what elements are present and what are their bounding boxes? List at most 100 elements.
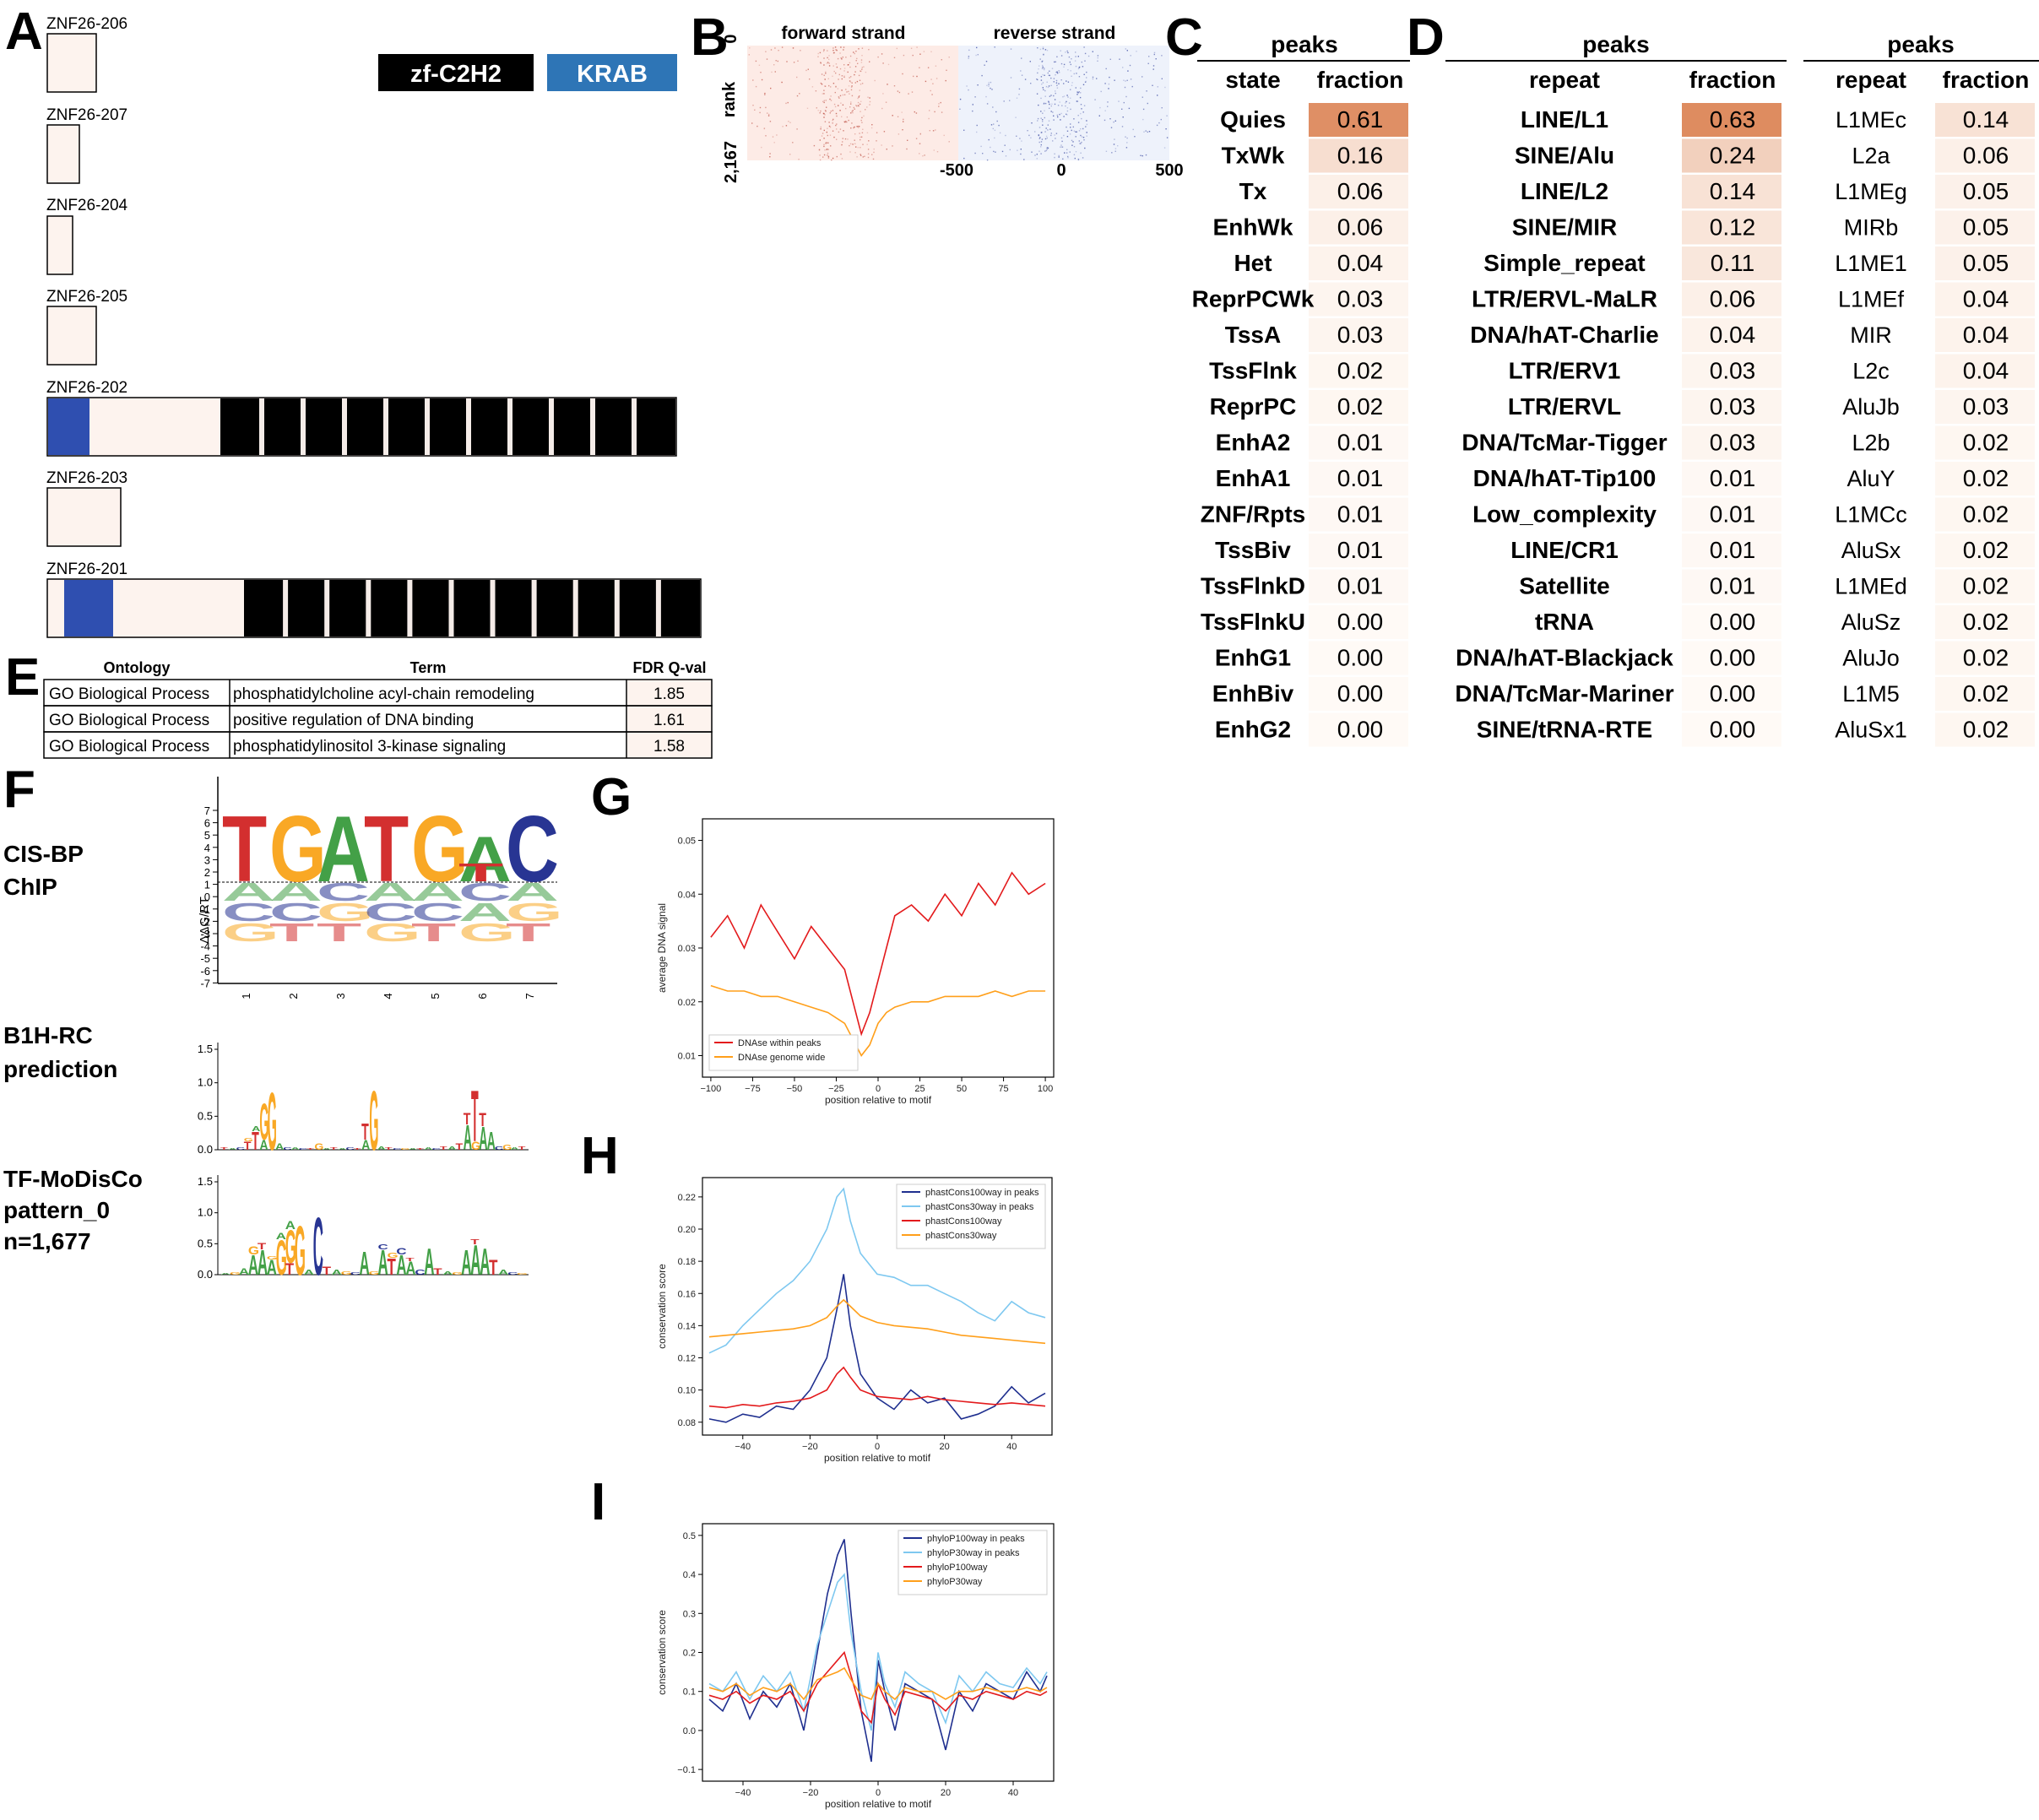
b1h-letter: T	[440, 1146, 447, 1151]
heatmap-dot	[842, 141, 843, 143]
heatmap-dot	[916, 46, 918, 48]
heatmap-dot	[860, 100, 862, 102]
heatmap-dot	[817, 52, 819, 55]
d-subfamily-row-value: 0.05	[1963, 214, 2009, 241]
heatmap-dot	[966, 85, 968, 87]
x-tick-label: −40	[735, 1442, 751, 1452]
heatmap-dot	[995, 111, 997, 113]
c-row-value: 0.00	[1337, 717, 1384, 743]
e-fdr: 1.85	[653, 685, 685, 703]
c-row-value: 0.02	[1337, 393, 1384, 420]
x-tick-label: 0	[875, 1442, 880, 1452]
heatmap-dot	[849, 81, 852, 83]
heatmap-dot	[1044, 49, 1047, 51]
b1h-letter: A	[424, 1147, 433, 1151]
heatmap-dot	[1118, 100, 1120, 102]
y-tick-label: 0.02	[678, 998, 696, 1008]
heatmap-dot	[796, 128, 798, 130]
y-tick-label: 0.5	[683, 1531, 696, 1541]
heatmap-dot	[1009, 149, 1011, 151]
heatmap-dot	[1066, 152, 1068, 154]
heatmap-dot	[828, 125, 831, 127]
heatmap-dot	[770, 49, 773, 51]
heatmap-dot	[776, 134, 778, 136]
tfmo-letter: T	[470, 1238, 479, 1246]
d-subfamily-row-name: L1MEd	[1835, 574, 1907, 599]
tfmo-letter: A	[239, 1267, 249, 1277]
heatmap-dot	[1003, 100, 1005, 102]
heatmap-dot	[850, 76, 852, 78]
heatmap-dot	[827, 157, 830, 159]
heatmap-dot	[1079, 143, 1081, 144]
y-tick-label: 0.4	[683, 1570, 696, 1580]
d-family-row-value: 0.01	[1710, 501, 1756, 528]
tfmo-ytick-label: 1.5	[198, 1175, 213, 1188]
tfmo-ticks: 1.5 1.0 0.5 0.0	[198, 1175, 218, 1281]
heatmap-dot	[823, 145, 825, 148]
heatmap-dot	[835, 85, 837, 88]
heatmap-dot	[1108, 88, 1109, 89]
x-axis-label: position relative to motif	[824, 1452, 931, 1464]
c-row-cell	[1309, 175, 1408, 209]
d-family-row-value: 0.00	[1710, 645, 1756, 671]
heatmap-dot	[1009, 100, 1011, 101]
heatmap-dot	[843, 46, 845, 48]
b1h-letter: T	[220, 1147, 228, 1151]
heatmap-dot	[1080, 92, 1082, 94]
heatmap-dot	[887, 63, 890, 66]
heatmap-dot	[992, 106, 994, 108]
heatmap-dot	[1080, 104, 1082, 106]
heatmap-dot	[843, 64, 845, 66]
y-tick-label: 0.18	[678, 1257, 696, 1267]
tfmo-letter: C	[415, 1269, 426, 1276]
heatmap-dot	[823, 144, 825, 145]
heatmap-dot	[824, 149, 826, 151]
zf-separator	[507, 398, 512, 455]
heatmap-dot	[934, 111, 935, 113]
heatmap-dot	[832, 119, 833, 122]
tfmo-letter: G	[230, 1271, 241, 1276]
c-row-value: 0.01	[1337, 465, 1384, 491]
heatmap-dot	[1143, 131, 1145, 133]
d-subfamily-row-name: AluJb	[1842, 394, 1900, 420]
heatmap-dot	[840, 57, 842, 59]
y-axis-label: conservation score	[656, 1610, 668, 1695]
cisbp-ytick-label: -4	[200, 940, 210, 953]
b1h-letter: A	[409, 1148, 418, 1151]
y-tick-label: 0.01	[678, 1052, 696, 1062]
heatmap-dot	[893, 57, 896, 58]
heatmap-dot	[1066, 114, 1068, 116]
heatmap-dot	[1082, 111, 1084, 113]
e-ontology: GO Biological Process	[49, 685, 209, 703]
cisbp-xtick-label: 4	[382, 993, 394, 999]
x-tick-label: 75	[998, 1084, 1008, 1094]
d-subfamily-row-name: L1MCc	[1835, 502, 1907, 528]
heatmap-dot	[828, 55, 830, 57]
heatmap-dot	[854, 82, 856, 84]
heatmap-dot	[1001, 150, 1004, 153]
e-fdr-cell	[627, 680, 711, 705]
heatmap-dot	[1042, 73, 1044, 76]
b1h-letter: A	[338, 1148, 347, 1151]
heatmap-dot	[823, 74, 825, 76]
heatmap-dot	[1134, 136, 1136, 138]
heatmap-dot	[799, 93, 800, 95]
b1h-letter: T	[354, 1148, 362, 1151]
rank-top-tick: 0	[722, 34, 740, 43]
heatmap-dot	[986, 103, 989, 105]
heatmap-dot	[1015, 116, 1017, 118]
b1h-letter: G	[259, 1094, 268, 1151]
heatmap-dot	[990, 124, 993, 126]
heatmap-dot	[760, 72, 762, 73]
heatmap-dot	[1100, 90, 1102, 93]
heatmap-dot	[1121, 126, 1124, 127]
heatmap-signal	[748, 46, 1169, 161]
heatmap-dot	[834, 91, 836, 94]
c-row-cell	[1309, 210, 1408, 245]
d-subfamily-row-name: L1MEc	[1836, 107, 1906, 133]
heatmap-dot	[1152, 68, 1154, 70]
heatmap-dot	[1158, 122, 1160, 124]
heatmap-dot	[980, 145, 982, 148]
heatmap-dot	[1080, 128, 1082, 130]
